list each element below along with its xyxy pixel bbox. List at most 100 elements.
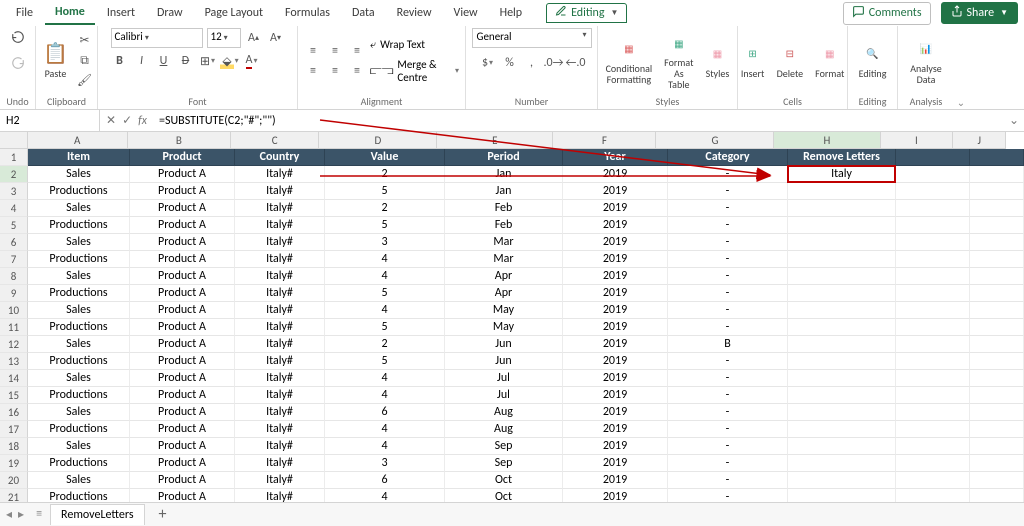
row-header[interactable]: 18 [0,438,28,455]
table-cell[interactable]: 5 [325,319,445,336]
format-as-table-button[interactable]: ▦ Format As Table [660,29,697,92]
table-cell[interactable]: Italy# [235,319,325,336]
table-cell[interactable]: - [668,166,788,183]
row-header[interactable]: 14 [0,370,28,387]
row-header[interactable]: 6 [0,234,28,251]
tab-insert[interactable]: Insert [97,3,145,24]
table-cell[interactable] [896,387,970,404]
table-cell[interactable]: - [668,285,788,302]
cancel-formula-button[interactable]: ✕ [106,113,116,128]
table-cell[interactable] [788,455,896,472]
table-cell[interactable]: Italy# [235,438,325,455]
table-cell[interactable]: 2019 [563,336,668,353]
format-cells-button[interactable]: ▦Format [811,39,848,82]
table-header-cell[interactable]: Year [563,149,668,166]
table-cell[interactable]: Italy# [235,166,325,183]
insert-function-button[interactable]: fx [138,114,147,128]
table-cell[interactable] [896,353,970,370]
tab-formulas[interactable]: Formulas [275,3,340,24]
border-button[interactable]: ⊞▾ [199,52,217,70]
table-cell[interactable]: 5 [325,285,445,302]
table-cell[interactable] [970,472,1024,489]
table-cell[interactable] [896,234,970,251]
redo-button[interactable] [9,54,27,72]
table-cell[interactable] [788,268,896,285]
table-cell[interactable]: 4 [325,370,445,387]
row-header[interactable]: 4 [0,200,28,217]
align-middle-button[interactable]: ≡ [326,42,344,60]
table-cell[interactable]: Aug [445,404,563,421]
table-cell[interactable] [788,336,896,353]
table-cell[interactable]: 2019 [563,455,668,472]
confirm-formula-button[interactable]: ✓ [122,113,132,128]
row-header[interactable]: 9 [0,285,28,302]
table-cell[interactable]: Sales [28,200,130,217]
italic-button[interactable]: I [133,52,151,70]
table-cell[interactable]: 4 [325,421,445,438]
table-cell[interactable] [896,268,970,285]
table-cell[interactable]: - [668,183,788,200]
table-cell[interactable]: Product A [130,370,235,387]
row-header[interactable]: 2 [0,166,28,183]
table-cell[interactable] [970,438,1024,455]
font-name-select[interactable]: Calibri▾ [111,28,203,48]
expand-formula-bar-button[interactable]: ⌄ [1004,113,1024,128]
comments-button[interactable]: Comments [843,2,931,25]
table-cell[interactable]: - [668,370,788,387]
table-cell[interactable] [970,285,1024,302]
table-cell[interactable]: 6 [325,404,445,421]
table-cell[interactable]: Product A [130,285,235,302]
font-color-button[interactable]: A▾ [243,52,261,70]
table-cell[interactable]: 2019 [563,268,668,285]
tab-help[interactable]: Help [490,3,533,24]
delete-cells-button[interactable]: ⊟Delete [773,39,808,82]
tab-file[interactable]: File [6,3,43,24]
table-cell[interactable] [896,438,970,455]
table-cell[interactable]: 2 [325,166,445,183]
table-header-cell[interactable]: Product [130,149,235,166]
table-cell[interactable] [788,353,896,370]
table-cell[interactable]: - [668,421,788,438]
row-header[interactable]: 15 [0,387,28,404]
table-cell[interactable]: 2 [325,336,445,353]
table-cell[interactable]: Productions [28,319,130,336]
table-cell[interactable] [970,370,1024,387]
cell-styles-button[interactable]: ▦ Styles [701,39,733,82]
table-cell[interactable] [970,387,1024,404]
table-cell[interactable]: - [668,353,788,370]
table-cell[interactable]: Italy# [235,302,325,319]
column-header[interactable]: B [128,132,231,149]
align-left-button[interactable]: ≡ [304,62,322,80]
table-cell[interactable]: Productions [28,353,130,370]
table-cell[interactable]: 5 [325,183,445,200]
table-cell[interactable] [788,421,896,438]
table-cell[interactable] [788,438,896,455]
row-header[interactable]: 20 [0,472,28,489]
tab-draw[interactable]: Draw [147,3,193,24]
table-cell[interactable]: - [668,438,788,455]
table-cell[interactable] [788,472,896,489]
table-cell[interactable]: Product A [130,387,235,404]
underline-button[interactable]: U [155,52,173,70]
table-cell[interactable]: Italy# [235,251,325,268]
align-right-button[interactable]: ≡ [348,62,366,80]
table-cell[interactable]: Italy# [235,200,325,217]
share-button[interactable]: Share ▼ [941,2,1018,24]
table-cell[interactable]: Italy [788,166,896,183]
table-cell[interactable]: Product A [130,336,235,353]
format-painter-button[interactable]: 🖌 [76,72,94,90]
strike-button[interactable]: D [177,52,195,70]
table-cell[interactable]: 2019 [563,217,668,234]
table-cell[interactable]: - [668,319,788,336]
table-cell[interactable]: Sales [28,438,130,455]
tab-home[interactable]: Home [45,2,95,25]
fill-color-button[interactable]: ⬙▾ [221,52,239,70]
table-cell[interactable] [896,183,970,200]
table-header-cell[interactable]: Country [235,149,325,166]
table-cell[interactable]: Sales [28,404,130,421]
table-cell[interactable]: 2019 [563,200,668,217]
align-bottom-button[interactable]: ≡ [348,42,366,60]
column-header[interactable]: E [437,132,553,149]
table-cell[interactable] [896,285,970,302]
analyse-data-button[interactable]: 📊Analyse Data [904,35,948,87]
